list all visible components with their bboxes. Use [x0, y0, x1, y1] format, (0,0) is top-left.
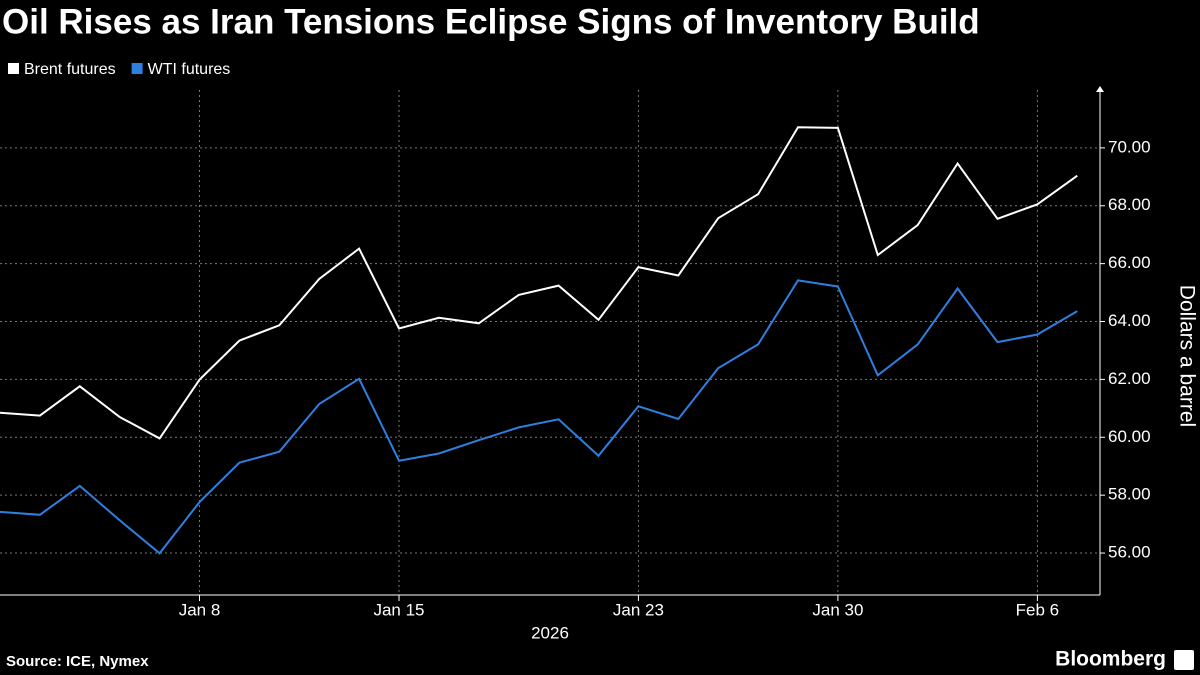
y-tick-label: 68.00: [1108, 195, 1151, 214]
legend-swatch: [8, 63, 19, 74]
y-tick-label: 58.00: [1108, 485, 1151, 504]
y-tick-label: 56.00: [1108, 543, 1151, 562]
y-axis-arrow: [1096, 86, 1104, 92]
y-tick-label: 66.00: [1108, 253, 1151, 272]
x-axis-label: 2026: [531, 623, 569, 642]
chart-title: Oil Rises as Iran Tensions Eclipse Signs…: [2, 2, 980, 41]
brand-icon: [1174, 650, 1194, 670]
x-tick-label: Jan 23: [613, 600, 664, 619]
legend-swatch: [131, 63, 143, 74]
x-tick-label: Feb 6: [1016, 600, 1059, 619]
line-series: [0, 279, 1078, 555]
line-series: [0, 126, 1078, 440]
x-tick-label: Jan 8: [179, 600, 221, 619]
legend-label: Brent futures: [24, 61, 116, 78]
y-tick-label: 62.00: [1108, 369, 1151, 388]
y-tick-label: 60.00: [1108, 427, 1151, 446]
x-tick-label: Jan 30: [812, 600, 863, 619]
brand-logo: Bloomberg: [1055, 648, 1166, 671]
x-tick-label: Jan 15: [373, 600, 424, 619]
y-tick-label: 64.00: [1108, 311, 1151, 330]
legend-label: WTI futures: [148, 61, 231, 78]
y-tick-label: 70.00: [1108, 137, 1151, 156]
y-axis-label: Dollars a barrel: [1175, 285, 1198, 427]
source: Source: ICE, Nymex: [6, 653, 149, 670]
